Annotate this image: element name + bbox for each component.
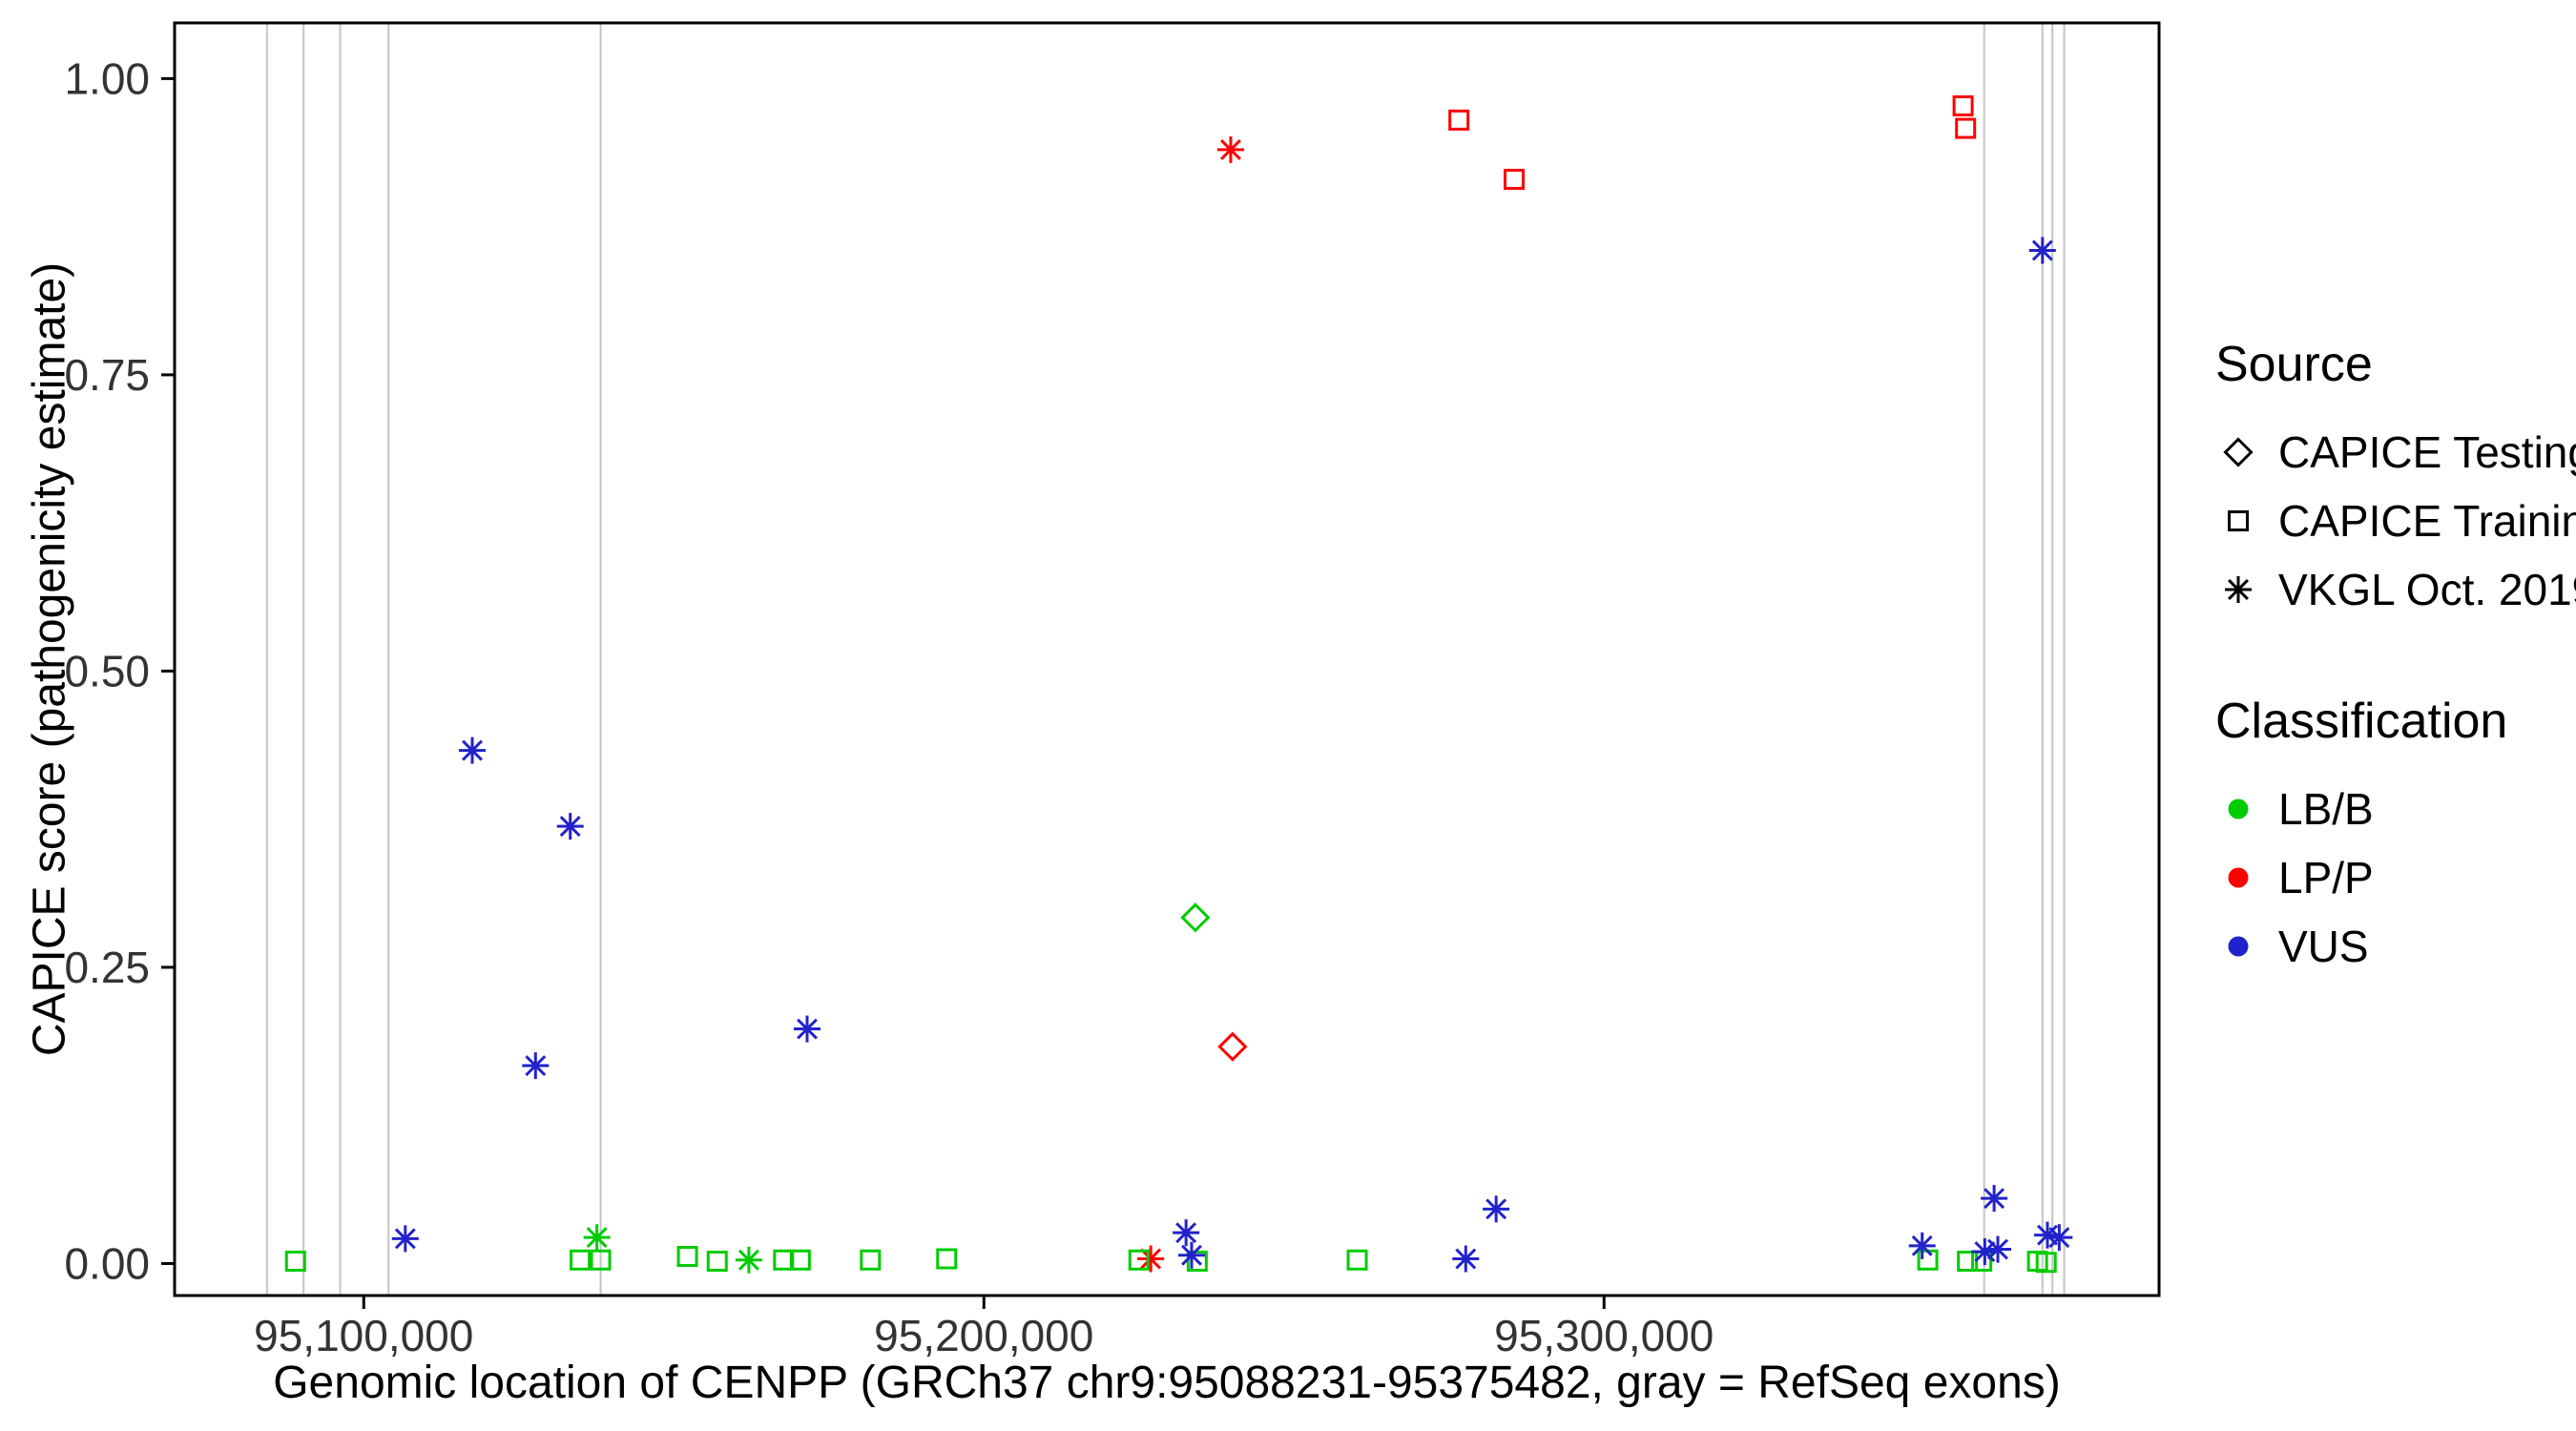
data-point	[1178, 1241, 1205, 1269]
legend-item-capice-testing: CAPICE Testing	[2215, 418, 2576, 487]
legend-item-label: CAPICE Training	[2278, 496, 2576, 546]
symbol-circle	[2228, 936, 2249, 957]
legend-classification-title: Classification	[2215, 694, 2508, 749]
legend-item-label: LB/B	[2278, 784, 2374, 834]
symbol-square	[2228, 510, 2249, 531]
data-point	[735, 1246, 762, 1274]
blue-dot-icon	[2228, 936, 2249, 957]
x-tick-label: 95,300,000	[1494, 1311, 1714, 1360]
legend-item-vus: VUS	[2215, 912, 2576, 981]
data-point	[794, 1015, 821, 1043]
legend-item-label: VUS	[2278, 922, 2369, 971]
data-point	[1952, 94, 1974, 116]
data-point	[2046, 1224, 2073, 1252]
data-point	[1346, 1249, 1368, 1271]
legend-item-label: VKGL Oct. 2019	[2278, 565, 2576, 614]
x-axis-title: Genomic location of CENPP (GRCh37 chr9:9…	[273, 1358, 2061, 1408]
data-point	[522, 1052, 550, 1080]
y-tick-label: 0.00	[64, 1238, 150, 1288]
data-point	[590, 1249, 612, 1271]
legend-source-group: Source CAPICE Testing CAPICE Training VK…	[2215, 336, 2576, 624]
legend-item-lbb: LB/B	[2215, 775, 2576, 843]
data-point	[1137, 1245, 1165, 1273]
asterisk-icon	[2225, 576, 2252, 603]
data-point	[284, 1250, 306, 1272]
data-point	[570, 1249, 592, 1271]
legend-item-vkgl-2019: VKGL Oct. 2019	[2215, 555, 2576, 624]
y-tick-label: 0.75	[64, 350, 150, 400]
data-point	[1908, 1232, 1936, 1259]
data-point	[706, 1250, 728, 1272]
symbol-circle	[2228, 798, 2249, 819]
data-point	[1216, 135, 1244, 163]
y-tick-label: 0.25	[64, 943, 150, 992]
data-point	[391, 1225, 419, 1253]
data-point	[1984, 1235, 2011, 1263]
open-diamond-icon	[2223, 437, 2254, 467]
data-point	[1186, 1250, 1208, 1272]
y-axis-title: CAPICE score (pathogenicity estimate)	[24, 261, 75, 1057]
data-point	[2035, 1252, 2057, 1274]
plot-legend: Source CAPICE Testing CAPICE Training VK…	[2215, 336, 2576, 981]
data-point	[1452, 1245, 1480, 1273]
symbol-asterisk	[2225, 576, 2252, 603]
open-square-icon	[2228, 510, 2249, 531]
data-point	[789, 1249, 811, 1271]
x-tick-label: 95,100,000	[254, 1311, 473, 1360]
symbol-diamond	[2223, 437, 2254, 467]
data-point	[1955, 117, 1977, 139]
x-tick-label: 95,200,000	[874, 1311, 1093, 1360]
legend-item-capice-training: CAPICE Training	[2215, 487, 2576, 555]
data-point	[1128, 1249, 1150, 1271]
panel-border	[173, 21, 2161, 1297]
y-tick-label: 1.00	[64, 53, 150, 103]
data-point	[860, 1249, 882, 1271]
data-point	[1180, 902, 1211, 933]
legend-source-title: Source	[2215, 337, 2373, 392]
data-point	[676, 1246, 698, 1268]
legend-item-lpp: LP/P	[2215, 843, 2576, 912]
data-point	[1448, 109, 1470, 131]
data-point	[1173, 1219, 1200, 1247]
green-dot-icon	[2228, 798, 2249, 819]
legend-classification-group: Classification LB/B LP/P VUS	[2215, 693, 2576, 981]
legend-item-label: LP/P	[2278, 853, 2374, 902]
legend-item-label: CAPICE Testing	[2278, 427, 2576, 477]
data-point	[1217, 1031, 1248, 1062]
data-point	[2028, 237, 2056, 264]
data-point	[583, 1224, 611, 1252]
data-point	[1981, 1185, 2008, 1213]
symbol-circle	[2228, 867, 2249, 888]
data-point	[1504, 168, 1525, 190]
red-dot-icon	[2228, 867, 2249, 888]
data-point	[459, 736, 486, 764]
data-point	[1483, 1195, 1510, 1223]
data-point	[556, 813, 584, 840]
data-point	[936, 1248, 958, 1270]
y-tick-label: 0.50	[64, 646, 150, 695]
